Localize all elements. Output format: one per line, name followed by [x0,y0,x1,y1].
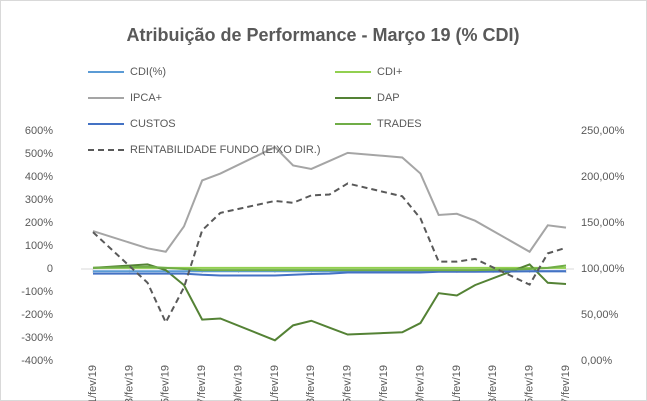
y-tick-label: 0 [47,263,53,275]
x-tick-label: 07/fev/19 [196,365,208,401]
series-line [92,264,567,272]
series-line [92,182,567,325]
y2-tick-label: 150,00% [581,217,625,229]
x-tick-label: 05/fev/19 [160,365,172,401]
series-line [92,263,567,342]
x-tick-label: 27/fev/19 [560,365,572,401]
series-line [92,145,567,254]
x-tick-label: 19/fev/19 [414,365,426,401]
x-tick-label: 17/fev/19 [378,365,390,401]
y2-tick-label: 50,00% [581,309,619,321]
y-tick-label: 300% [25,194,53,206]
legend-label: CUSTOS [130,118,176,130]
x-tick-label: 09/fev/19 [232,365,244,401]
x-tick-label: 01/fev/19 [87,365,99,401]
y2-tick-label: 250,00% [581,125,625,137]
y2-tick-label: 200,00% [581,171,625,183]
legend-label: RENTABILIDADE FUNDO (EIXO DIR.) [130,144,320,156]
y2-tick-label: 100,00% [581,263,625,275]
y-tick-label: -200% [21,309,53,321]
y-tick-label: -400% [21,355,53,367]
x-tick-label: 13/fev/19 [305,365,317,401]
y-tick-label: -300% [21,332,53,344]
x-tick-label: 23/fev/19 [487,365,499,401]
y-tick-label: 200% [25,217,53,229]
legend-label: CDI(%) [130,66,166,78]
legend-label: IPCA+ [130,92,162,104]
legend-label: CDI+ [377,66,402,78]
y-tick-label: -100% [21,286,53,298]
x-tick-label: 15/fev/19 [342,365,354,401]
series-line [93,270,566,277]
x-tick-label: 21/fev/19 [451,365,463,401]
x-tick-label: 03/fev/19 [123,365,135,401]
y-tick-label: 100% [25,240,53,252]
legend-label: DAP [377,92,400,104]
y-tick-label: 400% [25,171,53,183]
y2-tick-label: 0,00% [581,355,612,367]
y-tick-label: 500% [25,148,53,160]
y-tick-label: 600% [25,125,53,137]
x-tick-label: 11/fev/19 [269,365,281,401]
x-tick-label: 25/fev/19 [524,365,536,401]
legend-label: TRADES [377,118,422,130]
chart-title: Atribuição de Performance - Março 19 (% … [126,25,519,45]
